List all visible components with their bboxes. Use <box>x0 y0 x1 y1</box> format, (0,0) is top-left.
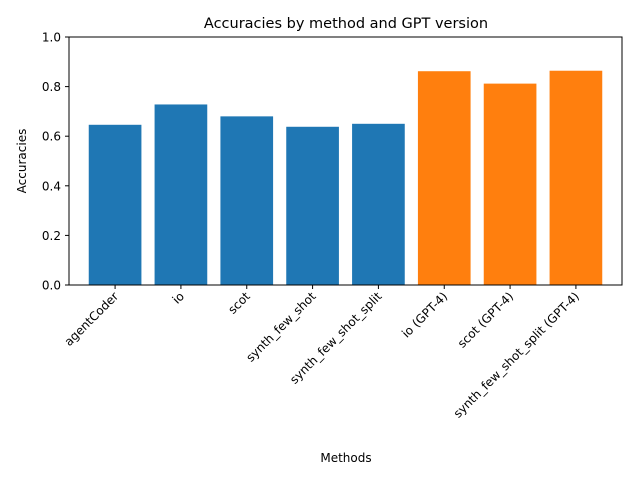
x-tick-label-2: scot <box>225 289 253 317</box>
y-tick-label-5: 1.0 <box>42 31 61 45</box>
bars-group <box>88 70 603 286</box>
y-tick-label-4: 0.8 <box>42 80 61 94</box>
y-axis-label: Accuracies <box>15 129 29 194</box>
y-tick-label-1: 0.2 <box>42 229 61 243</box>
bar-0 <box>88 124 142 285</box>
bar-7 <box>549 70 603 285</box>
chart-title: Accuracies by method and GPT version <box>204 16 488 32</box>
x-tick-label-1: io <box>170 289 187 306</box>
x-tick-label-0: agentCoder <box>62 289 122 349</box>
x-tick-label-7: synth_few_shot_split (GPT-4) <box>451 289 582 420</box>
y-tick-label-3: 0.6 <box>42 130 61 144</box>
x-tick-label-6: scot (GPT-4) <box>455 289 516 350</box>
bar-5 <box>417 71 471 285</box>
bar-3 <box>286 126 339 285</box>
y-axis: 0.0 0.2 0.4 0.6 0.8 1.0 <box>42 31 69 293</box>
x-tick-label-3: synth_few_shot <box>243 289 319 365</box>
plot-frame <box>68 36 623 286</box>
x-tick-label-5: io (GPT-4) <box>399 289 450 340</box>
bar-6 <box>483 83 537 286</box>
y-tick-label-2: 0.4 <box>42 179 61 193</box>
y-tick-label-0: 0.0 <box>42 279 61 293</box>
bar-1 <box>154 104 208 286</box>
x-axis-label: Methods <box>320 451 371 465</box>
bar-2 <box>220 116 274 285</box>
bar-4 <box>352 123 405 285</box>
